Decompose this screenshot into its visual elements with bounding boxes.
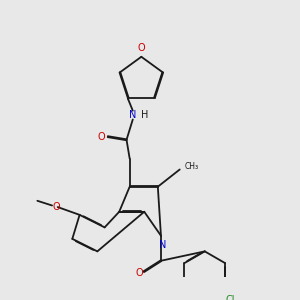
Text: O: O (98, 132, 105, 142)
Text: O: O (135, 268, 143, 278)
Text: N: N (159, 240, 166, 250)
Text: O: O (137, 43, 145, 53)
Text: O: O (52, 202, 60, 212)
Text: H: H (141, 110, 148, 120)
Text: CH₃: CH₃ (184, 162, 199, 171)
Text: Cl: Cl (225, 295, 235, 300)
Text: N: N (129, 110, 136, 120)
